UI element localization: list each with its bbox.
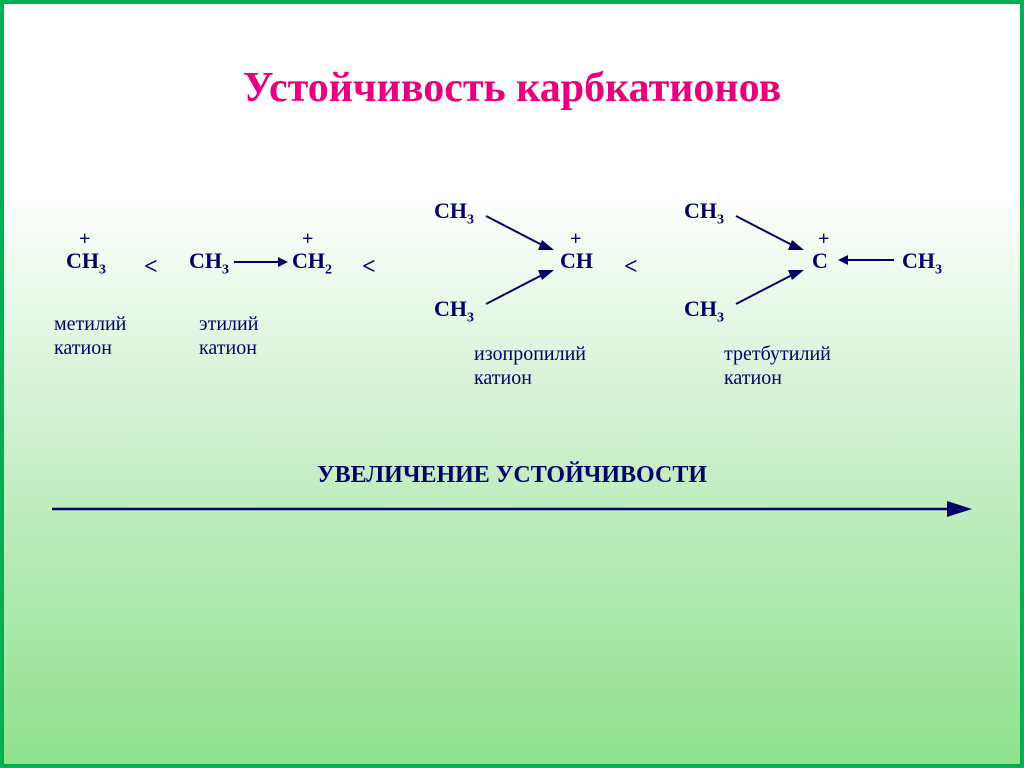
ipr-bot-c: CH <box>434 296 467 321</box>
stability-caption: УВЕЛИЧЕНИЕ УСТОЙЧИВОСТИ <box>4 462 1020 489</box>
bond-arrow <box>732 210 812 256</box>
tbu-top-c: CH <box>684 198 717 223</box>
bond-arrow <box>482 264 562 310</box>
ipr-bot-sub: 3 <box>467 310 474 325</box>
ethyl-center-sub: 2 <box>325 262 332 277</box>
ipr-top: CH3 <box>434 198 474 228</box>
methyl-c: CH <box>66 248 99 273</box>
ipr-top-c: CH <box>434 198 467 223</box>
tbu-right-c: CH <box>902 248 935 273</box>
ethyl-left-c: CH <box>189 248 222 273</box>
methyl-sub: 3 <box>99 262 106 277</box>
tbu-top-sub: 3 <box>717 212 724 227</box>
ipr-label: изопропилийкатион <box>474 342 586 390</box>
cations-row: + CH3 метилийкатион < CH3 + CH2 этилийка… <box>4 192 1020 452</box>
tbu-bot-c: CH <box>684 296 717 321</box>
ethyl-label: этилийкатион <box>199 312 258 360</box>
slide-title: Устойчивость карбкатионов <box>4 64 1020 112</box>
tbu-bottom: CH3 <box>684 296 724 326</box>
stability-arrow <box>52 497 972 527</box>
tbu-right: CH3 <box>902 248 942 278</box>
less-than-2: < <box>362 254 376 281</box>
ethyl-center: CH2 <box>292 248 332 278</box>
bond-arrow <box>834 250 900 270</box>
less-than-3: < <box>624 254 638 281</box>
tbu-center: C <box>812 248 828 274</box>
ethyl-left-sub: 3 <box>222 262 229 277</box>
methyl-label: метилийкатион <box>54 312 126 360</box>
ethyl-center-c: CH <box>292 248 325 273</box>
bond-arrow <box>732 264 812 310</box>
methyl-formula: CH3 <box>66 248 106 278</box>
tbu-right-sub: 3 <box>935 262 942 277</box>
less-than-1: < <box>144 254 158 281</box>
tbu-top: CH3 <box>684 198 724 228</box>
tbu-bot-sub: 3 <box>717 310 724 325</box>
ipr-top-sub: 3 <box>467 212 474 227</box>
bond-arrow <box>482 210 562 256</box>
tbu-label: третбутилийкатион <box>724 342 831 390</box>
bond-arrow <box>232 252 288 272</box>
ipr-center: CH <box>560 248 593 274</box>
ipr-bottom: CH3 <box>434 296 474 326</box>
ethyl-left: CH3 <box>189 248 229 278</box>
